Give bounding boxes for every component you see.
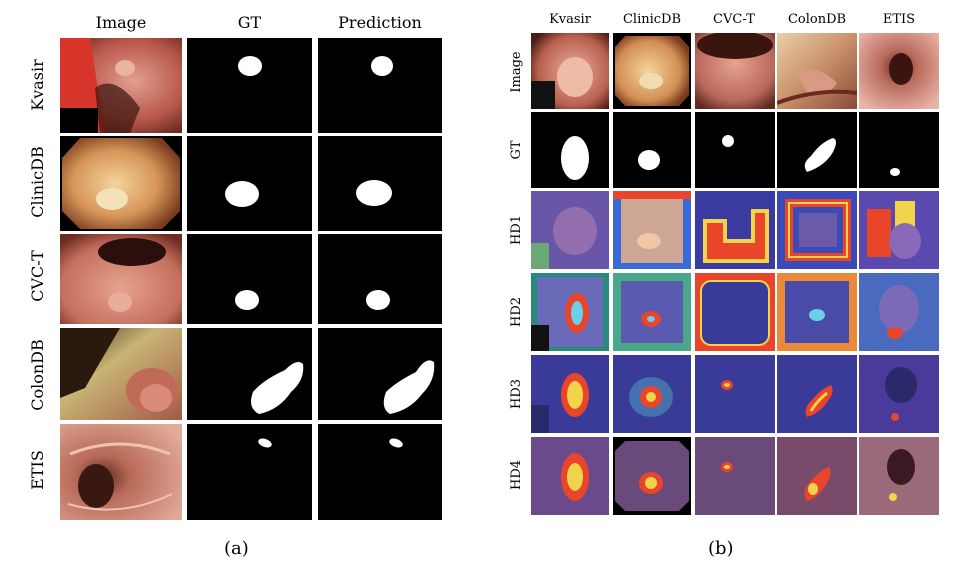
prediction-mask-cvc-t [318,234,442,324]
b-hd2-clinicdb [613,273,691,351]
b-hd4-clinicdb [613,437,691,515]
prediction-mask-colondb [318,328,442,420]
b-hd2-colondb [777,273,857,351]
image-etis [60,424,182,520]
b-hd4-etis [859,437,939,515]
b-hd1-colondb [777,191,857,269]
col-header-prediction: Prediction [338,13,422,32]
prediction-mask-kvasir [318,38,442,133]
b-image-colondb [777,33,857,109]
b-gt-etis [859,112,939,188]
gt-mask-kvasir [187,38,312,133]
col-header-image: Image [95,13,147,32]
b-hd1-clinicdb [613,191,691,269]
col-header-kvasir: Kvasir [549,12,591,27]
prediction-mask-clinicdb [318,136,442,231]
b-hd1-kvasir [531,191,609,269]
b-hd4-kvasir [531,437,609,515]
image-clinicdb [60,136,182,231]
row-label-cvc-t: CVC-T [28,250,47,302]
gt-mask-colondb [187,328,312,420]
image-colondb [60,328,182,420]
row-label-gt: GT [509,140,524,160]
gt-mask-cvc-t [187,234,312,324]
b-hd4-cvc-t [695,437,775,515]
caption-b: (b) [708,538,734,559]
col-header-colondb: ColonDB [787,12,847,27]
b-hd3-etis [859,355,939,433]
prediction-mask-etis [318,424,442,520]
gt-mask-etis [187,424,312,520]
col-header-clinicdb: ClinicDB [622,12,682,27]
gt-mask-clinicdb [187,136,312,231]
b-gt-colondb [777,112,857,188]
b-image-clinicdb [613,33,691,109]
col-header-gt: GT [237,13,262,32]
row-label-kvasir: Kvasir [28,59,47,111]
b-gt-cvc-t [695,112,775,188]
b-hd4-colondb [777,437,857,515]
image-cvc-t [60,234,182,324]
row-label-hd1: HD1 [509,214,524,246]
b-hd3-kvasir [531,355,609,433]
col-header-etis: ETIS [882,12,916,27]
b-hd1-cvc-t [695,191,775,269]
caption-a: (a) [224,538,249,559]
image-kvasir [60,38,182,133]
b-image-cvc-t [695,33,775,109]
row-label-hd4: HD4 [509,459,524,491]
b-gt-kvasir [531,112,609,188]
b-image-etis [859,33,939,109]
b-gt-clinicdb [613,112,691,188]
row-label-hd3: HD3 [509,378,524,410]
b-hd1-etis [859,191,939,269]
row-label-clinicdb: ClinicDB [28,146,47,218]
row-label-hd2: HD2 [509,296,524,328]
b-hd2-cvc-t [695,273,775,351]
b-hd2-etis [859,273,939,351]
b-hd3-cvc-t [695,355,775,433]
b-image-kvasir [531,33,609,109]
b-hd3-clinicdb [613,355,691,433]
row-label-etis: ETIS [28,450,47,490]
row-label-colondb: ColonDB [28,339,47,411]
row-label-image: Image [509,51,524,93]
b-hd2-kvasir [531,273,609,351]
b-hd3-colondb [777,355,857,433]
col-header-cvc-t: CVC-T [713,12,755,27]
